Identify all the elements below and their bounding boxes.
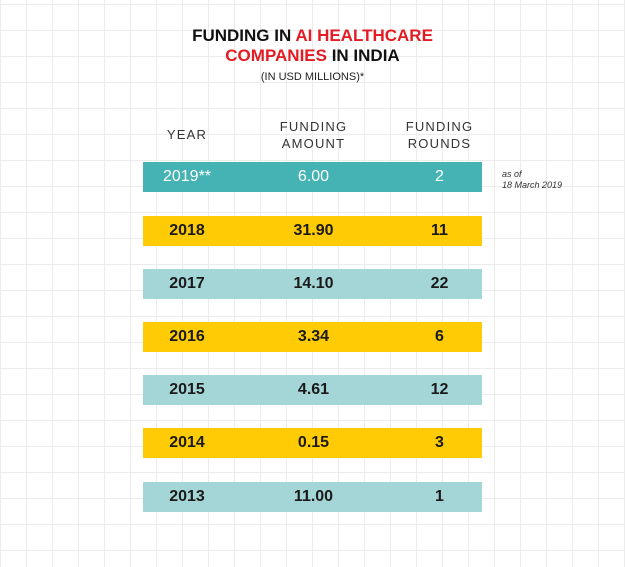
table-row: 2013 11.00 1 (143, 482, 482, 512)
table-row: 2016 3.34 6 (143, 322, 482, 352)
header-funding-rounds: FUNDING ROUNDS (382, 118, 497, 152)
date-note: as of 18 March 2019 (502, 169, 562, 191)
title-text-a: FUNDING IN (192, 26, 296, 45)
amount-cell: 31.90 (293, 222, 334, 239)
title-line-1: FUNDING IN AI HEALTHCARE (0, 26, 625, 46)
year-cell: 2018 (169, 222, 205, 239)
rounds-cell: 1 (435, 488, 444, 505)
amount-cell: 4.61 (297, 381, 330, 398)
chart-subtitle: (IN USD MILLIONS)* (260, 71, 365, 83)
year-cell: 2017 (169, 275, 205, 292)
amount-cell: 3.34 (297, 328, 330, 345)
title-line-2: COMPANIES IN INDIA (0, 46, 625, 66)
rounds-cell: 12 (430, 381, 449, 398)
header-funding-amount: FUNDING AMOUNT (256, 118, 371, 152)
amount-cell: 6.00 (297, 168, 330, 185)
date-note-line-2: 18 March 2019 (502, 180, 563, 190)
header-rounds-line-1: FUNDING (405, 119, 474, 134)
year-cell: 2013 (169, 488, 205, 505)
rounds-cell: 3 (435, 434, 444, 451)
year-cell: 2016 (169, 328, 205, 345)
rounds-cell: 2 (435, 168, 444, 185)
header-rounds-line-2: ROUNDS (407, 136, 472, 151)
year-cell: 2015 (169, 381, 205, 398)
amount-cell: 11.00 (293, 488, 334, 505)
title-text-b: IN INDIA (326, 46, 400, 65)
title-highlight-b: COMPANIES (225, 46, 327, 65)
amount-cell: 0.15 (297, 434, 330, 451)
title-highlight-a: AI HEALTHCARE (295, 26, 433, 45)
year-cell: 2019** (162, 168, 212, 185)
table-row: 2015 4.61 12 (143, 375, 482, 405)
amount-cell: 14.10 (293, 275, 334, 292)
header-year: YEAR (166, 127, 208, 142)
header-amount-line-2: AMOUNT (281, 136, 346, 151)
rounds-cell: 6 (435, 328, 444, 345)
table-row: 2018 31.90 11 (143, 216, 482, 246)
date-note-line-1: as of (502, 169, 522, 179)
table-row: 2019** 6.00 2 (143, 162, 482, 192)
rounds-cell: 11 (431, 222, 448, 239)
header-amount-line-1: FUNDING (279, 119, 348, 134)
year-cell: 2014 (169, 434, 205, 451)
chart-title: FUNDING IN AI HEALTHCARE COMPANIES IN IN… (0, 26, 625, 66)
table-row: 2014 0.15 3 (143, 428, 482, 458)
table-row: 2017 14.10 22 (143, 269, 482, 299)
rounds-cell: 22 (430, 275, 449, 292)
